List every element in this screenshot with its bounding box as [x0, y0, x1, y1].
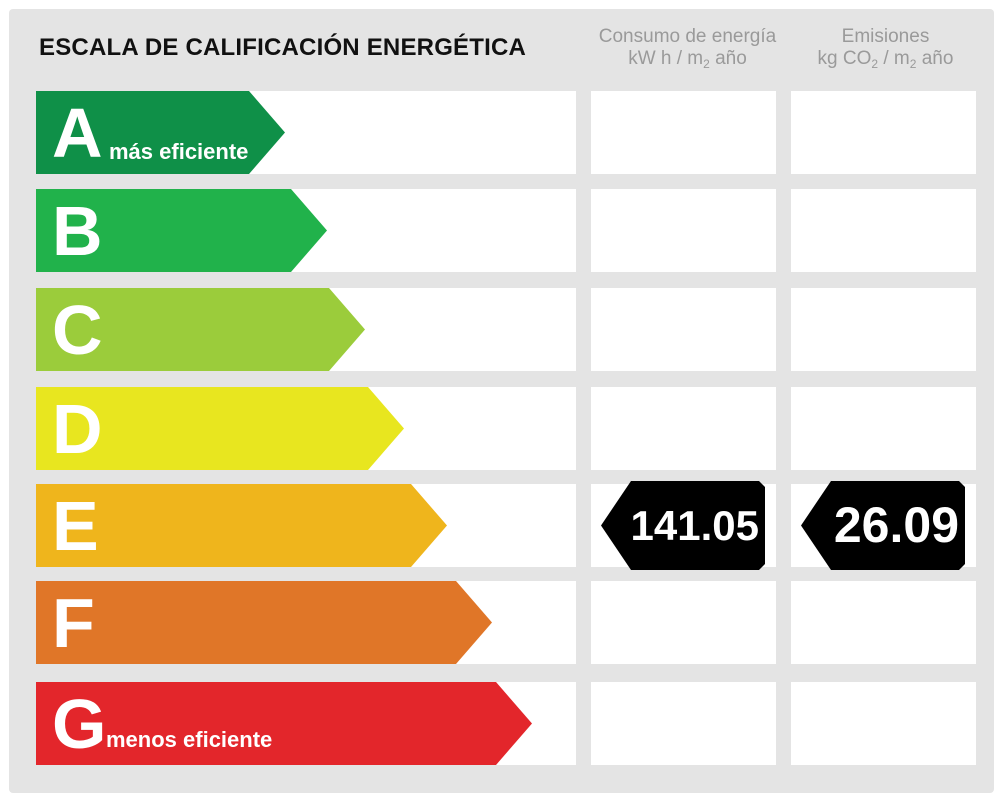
- energy-cell: [591, 288, 776, 371]
- emissions-cell: [791, 387, 976, 470]
- energy-header-line1: Consumo de energía: [598, 26, 777, 47]
- rating-letter: G: [52, 685, 107, 763]
- energy-cell: [591, 581, 776, 664]
- rating-letter: F: [52, 584, 95, 662]
- emissions-header: Emisiones kg CO2 / m2 año: [788, 26, 983, 70]
- rating-row-b: B: [36, 189, 977, 272]
- page-title: ESCALA DE CALIFICACIÓN ENERGÉTICA: [39, 34, 527, 61]
- emissions-value-badge: 26.09: [801, 481, 965, 570]
- rating-letter: B: [52, 192, 103, 270]
- rating-arrow-c: C: [36, 288, 365, 371]
- energy-value-badge: 141.05: [601, 481, 765, 570]
- rating-row-e: E 141.05 26.09: [36, 481, 977, 570]
- energy-cell: [591, 91, 776, 174]
- rating-row-d: D: [36, 387, 977, 470]
- emissions-cell: [791, 91, 976, 174]
- energy-header-unit: kW h / m2 año: [628, 48, 747, 71]
- rating-arrow-d: D: [36, 387, 404, 470]
- emissions-header-line1: Emisiones: [841, 26, 930, 47]
- emissions-cell: [791, 189, 976, 272]
- rating-row-c: C: [36, 288, 977, 371]
- energy-value-badge-value: 141.05: [630, 502, 759, 549]
- rating-subtitle: más eficiente: [109, 139, 249, 164]
- emissions-cell: [791, 581, 976, 664]
- rating-arrow-f: F: [36, 581, 492, 664]
- rating-subtitle: menos eficiente: [106, 727, 273, 752]
- emissions-cell: [791, 288, 976, 371]
- energy-cell: [591, 189, 776, 272]
- rating-arrow-b: B: [36, 189, 327, 272]
- rating-letter: C: [52, 291, 103, 369]
- energy-consumption-header: Consumo de energía kW h / m2 año: [590, 26, 785, 70]
- rating-letter: A: [52, 94, 103, 172]
- rating-arrow-e: E: [36, 484, 447, 567]
- rating-letter: D: [52, 390, 103, 468]
- emissions-cell: [791, 682, 976, 765]
- energy-cell: [591, 682, 776, 765]
- emissions-value-badge-value: 26.09: [833, 497, 959, 553]
- emissions-header-unit: kg CO2 / m2 año: [817, 48, 954, 71]
- rating-letter: E: [52, 487, 99, 565]
- rating-row-f: F: [36, 581, 977, 664]
- energy-cell: [591, 387, 776, 470]
